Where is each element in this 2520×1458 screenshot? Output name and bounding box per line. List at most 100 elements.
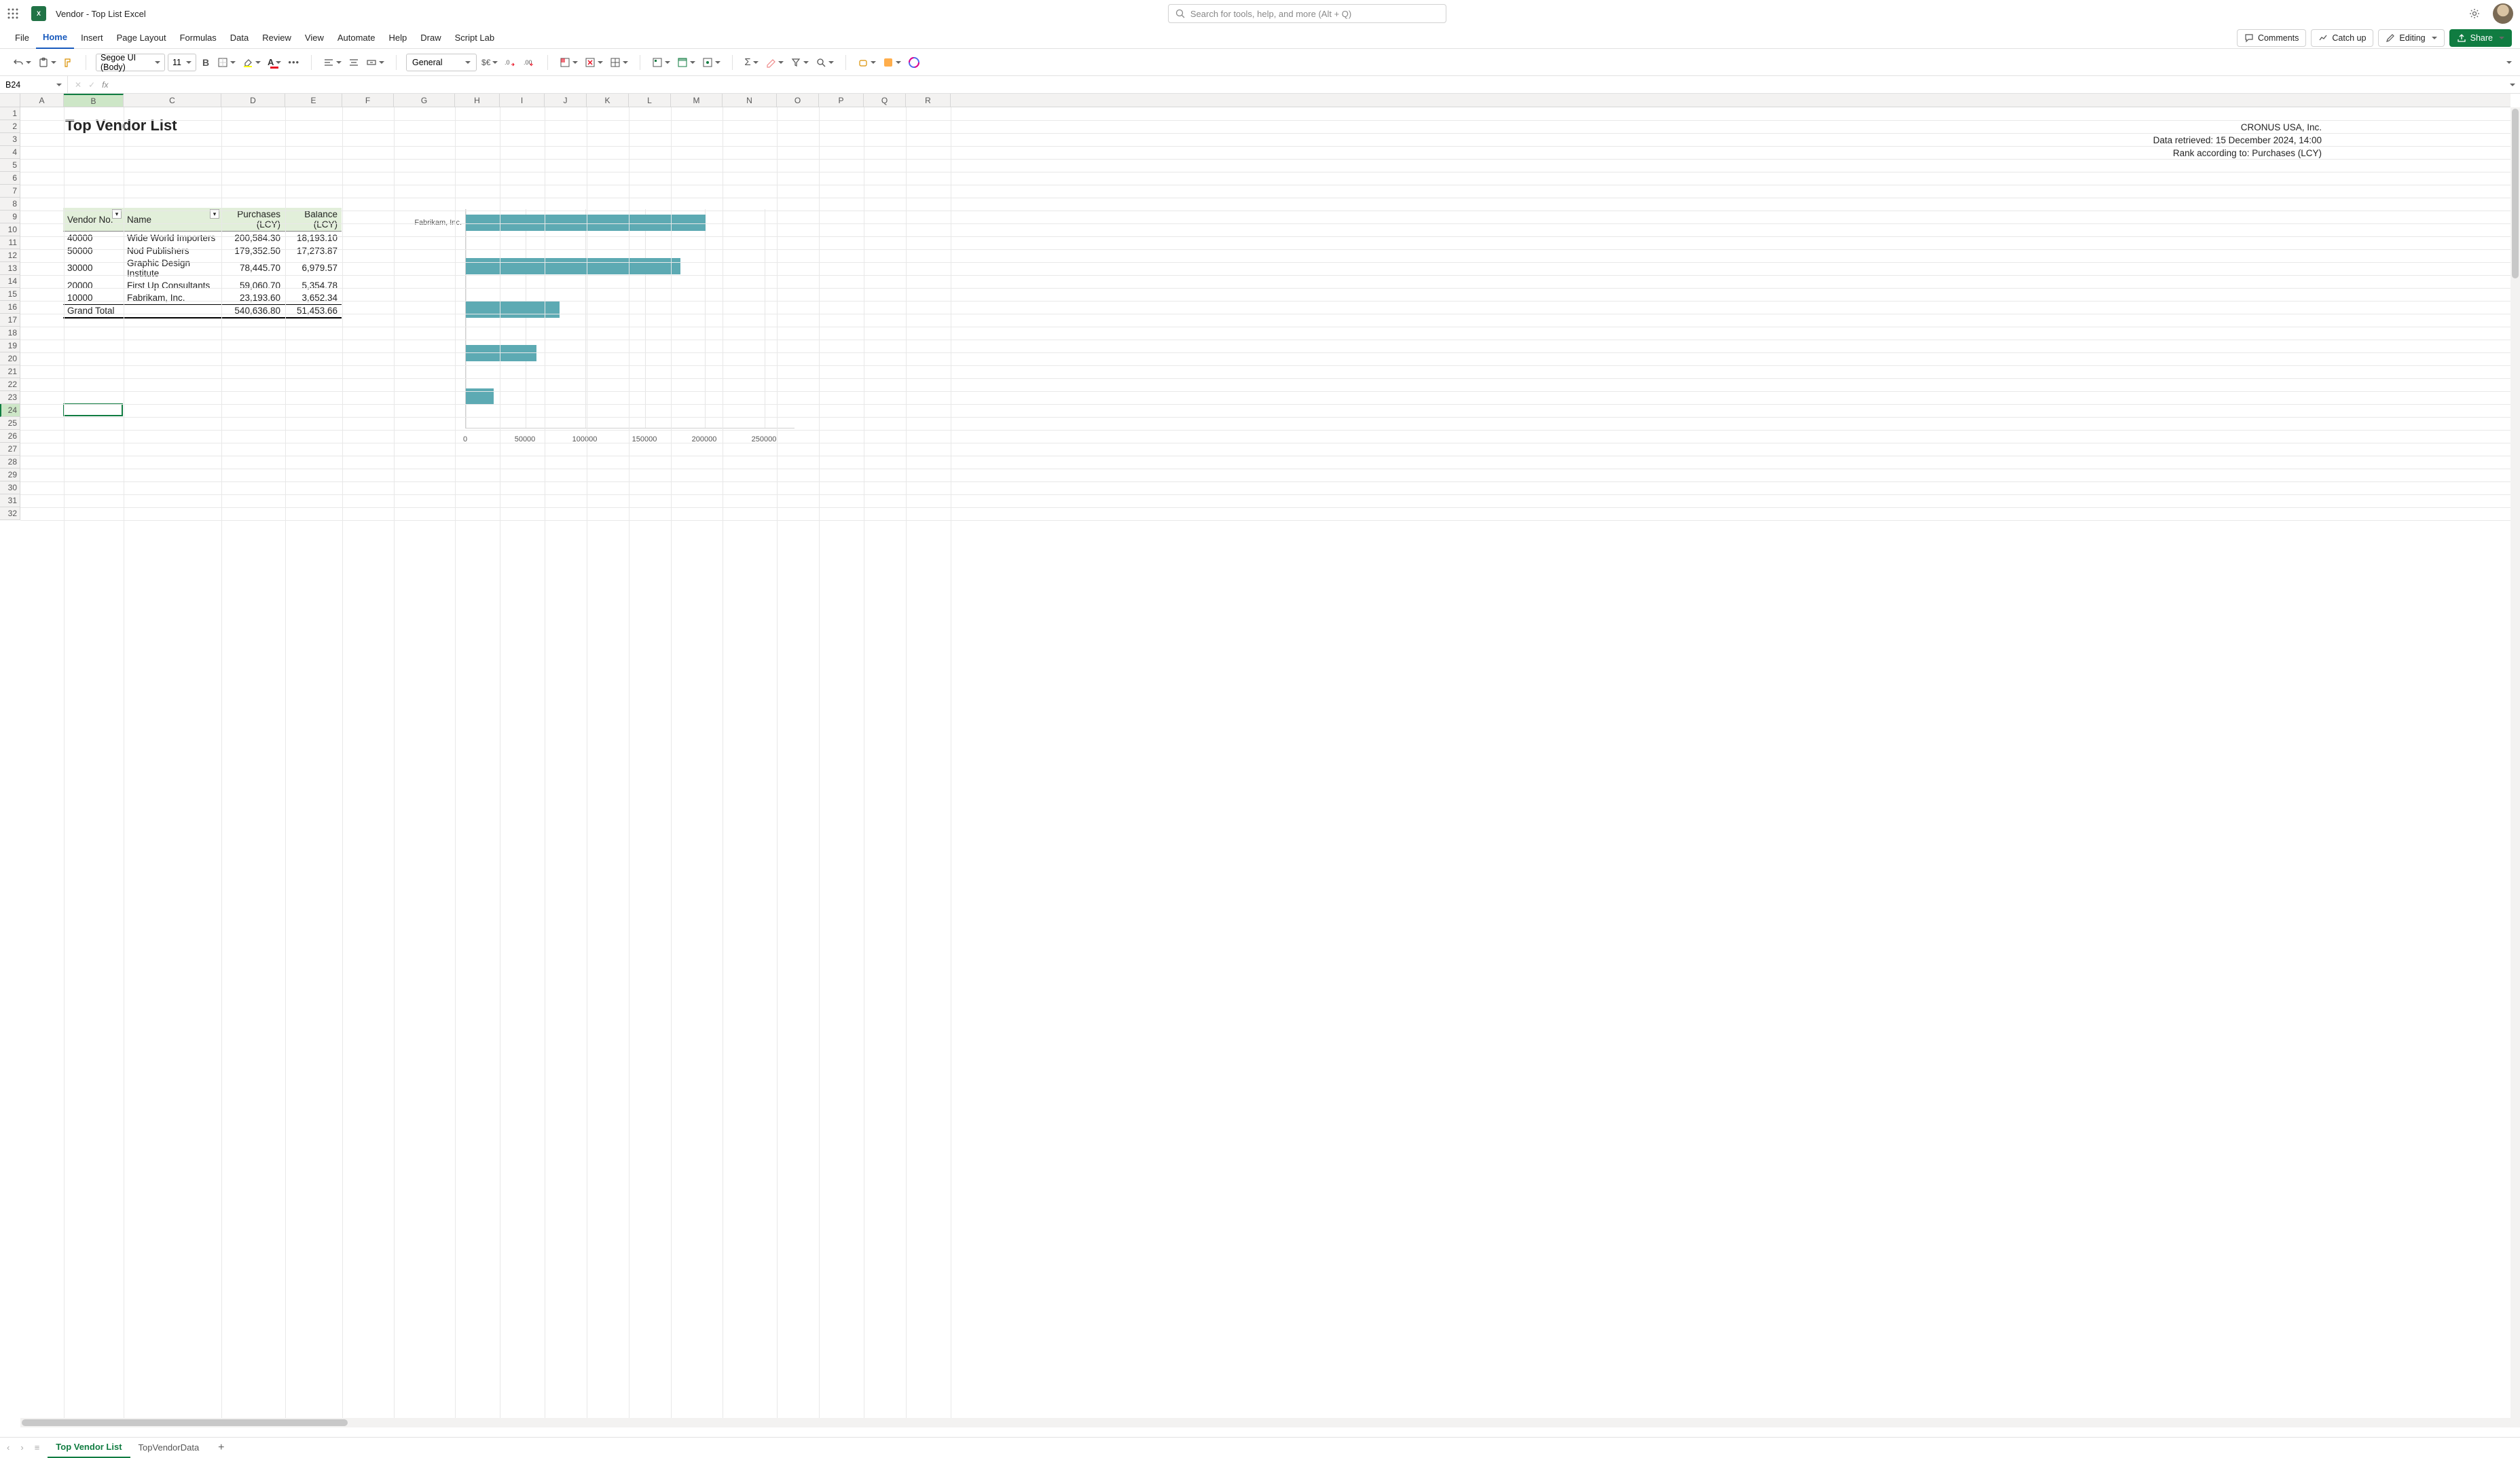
paste-button[interactable] — [36, 54, 58, 71]
delete-cells-button[interactable] — [583, 54, 605, 71]
row-header-14[interactable]: 14 — [0, 275, 20, 288]
row-header-29[interactable]: 29 — [0, 469, 20, 481]
fill-color-button[interactable] — [240, 54, 263, 71]
row-header-23[interactable]: 23 — [0, 391, 20, 404]
table-header[interactable]: Vendor No.▾ — [63, 208, 123, 232]
font-color-button[interactable]: A — [266, 54, 283, 71]
increase-decimal-button[interactable]: .00 — [522, 54, 538, 71]
column-header-D[interactable]: D — [221, 94, 285, 107]
column-header-M[interactable]: M — [671, 94, 723, 107]
ribbon-expand-button[interactable] — [2501, 54, 2515, 71]
ribbon-tab-view[interactable]: View — [298, 27, 331, 49]
column-header-G[interactable]: G — [394, 94, 455, 107]
add-sheet-button[interactable]: + — [213, 1442, 230, 1454]
ribbon-tab-automate[interactable]: Automate — [331, 27, 382, 49]
row-header-24[interactable]: 24 — [0, 404, 20, 417]
sheet-nav-next[interactable]: › — [18, 1442, 26, 1453]
row-header-2[interactable]: 2 — [0, 120, 20, 133]
center-button[interactable] — [346, 54, 361, 71]
decrease-decimal-button[interactable]: .0 — [503, 54, 519, 71]
column-header-Q[interactable]: Q — [864, 94, 906, 107]
table-header[interactable]: Purchases (LCY)▾ — [221, 208, 285, 232]
sheet-tab-topvendordata[interactable]: TopVendorData — [130, 1438, 208, 1458]
row-header-28[interactable]: 28 — [0, 456, 20, 469]
row-header-31[interactable]: 31 — [0, 494, 20, 507]
column-header-K[interactable]: K — [587, 94, 629, 107]
font-name-select[interactable]: Segoe UI (Body) — [96, 54, 165, 71]
sort-filter-button[interactable] — [788, 54, 811, 71]
undo-button[interactable] — [11, 54, 33, 71]
row-header-25[interactable]: 25 — [0, 417, 20, 430]
row-header-27[interactable]: 27 — [0, 443, 20, 456]
column-header-B[interactable]: B — [64, 94, 124, 107]
column-header-L[interactable]: L — [629, 94, 671, 107]
addins-button[interactable] — [881, 54, 903, 71]
ribbon-tab-review[interactable]: Review — [255, 27, 298, 49]
font-size-select[interactable]: 11 — [168, 54, 196, 71]
ribbon-tab-script-lab[interactable]: Script Lab — [448, 27, 502, 49]
user-avatar[interactable] — [2493, 3, 2513, 24]
ribbon-tab-file[interactable]: File — [8, 27, 36, 49]
row-header-10[interactable]: 10 — [0, 223, 20, 236]
row-header-8[interactable]: 8 — [0, 198, 20, 211]
column-header-N[interactable]: N — [723, 94, 777, 107]
format-cells-button[interactable] — [608, 54, 630, 71]
sheet-nav-prev[interactable]: ‹ — [4, 1442, 12, 1453]
row-header-19[interactable]: 19 — [0, 340, 20, 352]
column-header-E[interactable]: E — [285, 94, 342, 107]
column-header-P[interactable]: P — [819, 94, 864, 107]
copilot-button[interactable] — [906, 54, 922, 71]
ribbon-tab-draw[interactable]: Draw — [414, 27, 448, 49]
more-font-button[interactable]: ••• — [286, 54, 302, 71]
sheet-tab-top-vendor-list[interactable]: Top Vendor List — [48, 1438, 130, 1458]
column-header-C[interactable]: C — [124, 94, 221, 107]
ribbon-tab-page-layout[interactable]: Page Layout — [110, 27, 173, 49]
share-button[interactable]: Share — [2449, 29, 2512, 47]
row-header-22[interactable]: 22 — [0, 378, 20, 391]
column-header-R[interactable]: R — [906, 94, 951, 107]
sheet-list-icon[interactable]: ≡ — [32, 1442, 43, 1453]
borders-button[interactable] — [215, 54, 238, 71]
cell-styles-button[interactable] — [700, 54, 723, 71]
row-header-5[interactable]: 5 — [0, 159, 20, 172]
table-row[interactable]: 10000Fabrikam, Inc.23,193.603,652.34 — [63, 292, 342, 305]
ribbon-tab-data[interactable]: Data — [223, 27, 255, 49]
vertical-scrollbar[interactable] — [2510, 107, 2520, 1427]
row-header-12[interactable]: 12 — [0, 249, 20, 262]
accept-formula-icon[interactable]: ✓ — [88, 80, 95, 90]
row-header-16[interactable]: 16 — [0, 301, 20, 314]
row-header-15[interactable]: 15 — [0, 288, 20, 301]
cancel-formula-icon[interactable]: ✕ — [75, 80, 81, 90]
row-header-30[interactable]: 30 — [0, 481, 20, 494]
row-header-9[interactable]: 9 — [0, 211, 20, 223]
table-row[interactable]: 50000Nod Publishers179,352.5017,273.87 — [63, 244, 342, 257]
settings-icon[interactable] — [2468, 7, 2481, 20]
ribbon-tab-formulas[interactable]: Formulas — [173, 27, 223, 49]
row-header-3[interactable]: 3 — [0, 133, 20, 146]
bold-button[interactable]: B — [199, 54, 213, 71]
merge-button[interactable] — [364, 54, 386, 71]
catch-up-button[interactable]: Catch up — [2311, 29, 2373, 47]
app-launcher-icon[interactable] — [7, 7, 19, 20]
table-header[interactable]: Balance (LCY)▾ — [285, 208, 342, 232]
row-header-21[interactable]: 21 — [0, 365, 20, 378]
row-header-6[interactable]: 6 — [0, 172, 20, 185]
table-header[interactable]: Name▾ — [123, 208, 221, 232]
number-format-select[interactable]: General — [406, 54, 477, 71]
conditional-format-button[interactable] — [650, 54, 672, 71]
ribbon-tab-insert[interactable]: Insert — [74, 27, 110, 49]
format-table-button[interactable] — [675, 54, 697, 71]
row-header-11[interactable]: 11 — [0, 236, 20, 249]
autosum-button[interactable]: Σ — [742, 54, 760, 71]
table-row[interactable]: 40000Wide World Importers200,584.3018,19… — [63, 232, 342, 244]
row-header-17[interactable]: 17 — [0, 314, 20, 327]
horizontal-scrollbar[interactable] — [20, 1418, 2510, 1427]
row-header-1[interactable]: 1 — [0, 107, 20, 120]
name-box[interactable]: B24 — [0, 76, 68, 93]
document-title[interactable]: Vendor - Top List Excel — [56, 9, 146, 19]
row-header-20[interactable]: 20 — [0, 352, 20, 365]
currency-button[interactable]: $€ — [479, 54, 500, 71]
sensitivity-button[interactable] — [856, 54, 878, 71]
row-header-32[interactable]: 32 — [0, 507, 20, 520]
cells-area[interactable]: Top Vendor List CRONUS USA, Inc. Data re… — [20, 107, 2510, 1427]
